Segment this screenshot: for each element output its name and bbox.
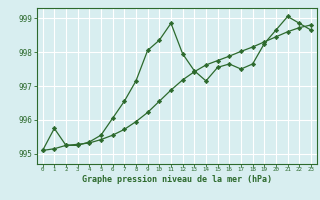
X-axis label: Graphe pression niveau de la mer (hPa): Graphe pression niveau de la mer (hPa) [82, 175, 272, 184]
